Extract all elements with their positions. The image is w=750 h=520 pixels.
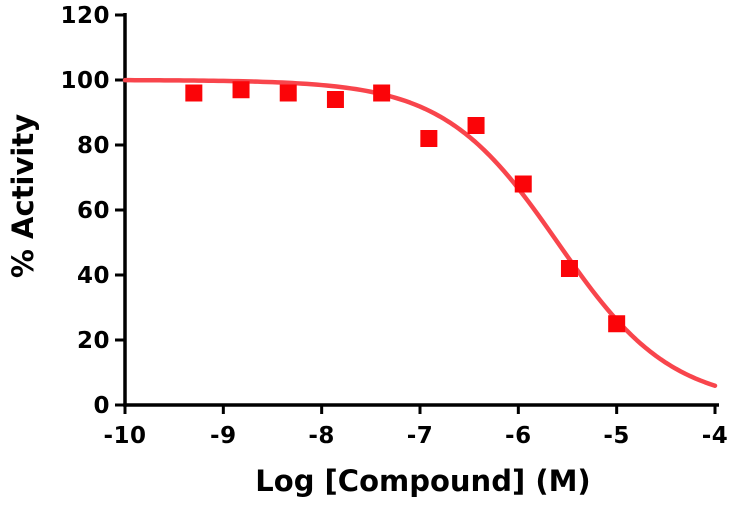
y-tick-label: 80 <box>77 133 110 159</box>
x-tick-label: -9 <box>210 423 237 449</box>
x-tick-label: -4 <box>702 423 729 449</box>
data-point <box>514 175 532 193</box>
y-tick-label: 100 <box>60 68 110 94</box>
data-point <box>560 260 578 277</box>
data-point <box>279 84 297 102</box>
y-axis-title: % Activity <box>6 114 40 278</box>
x-tick-label: -7 <box>407 423 434 449</box>
data-points <box>185 81 626 333</box>
data-point <box>326 91 344 108</box>
y-tick-label: 60 <box>77 198 110 224</box>
y-tick-label: 40 <box>77 263 110 289</box>
data-point <box>373 84 391 102</box>
data-point <box>608 315 626 333</box>
data-point <box>232 81 250 99</box>
x-tick-label: -10 <box>103 423 146 449</box>
axes: 0 20 40 60 80 100 120 -10 -9 -8 -7 -6 -5 -4 <box>60 3 729 449</box>
data-point <box>185 84 203 102</box>
data-point <box>467 117 485 134</box>
x-tick-label: -8 <box>308 423 335 449</box>
x-tick-label: -5 <box>603 423 630 449</box>
data-point <box>420 130 438 147</box>
fit-curve <box>122 77 718 388</box>
x-axis-title: Log [Compound] (M) <box>255 464 590 498</box>
y-tick-label: 0 <box>93 393 110 419</box>
x-tick-label: -6 <box>505 423 532 449</box>
y-tick-label: 20 <box>77 328 110 354</box>
y-tick-label: 120 <box>60 3 110 29</box>
